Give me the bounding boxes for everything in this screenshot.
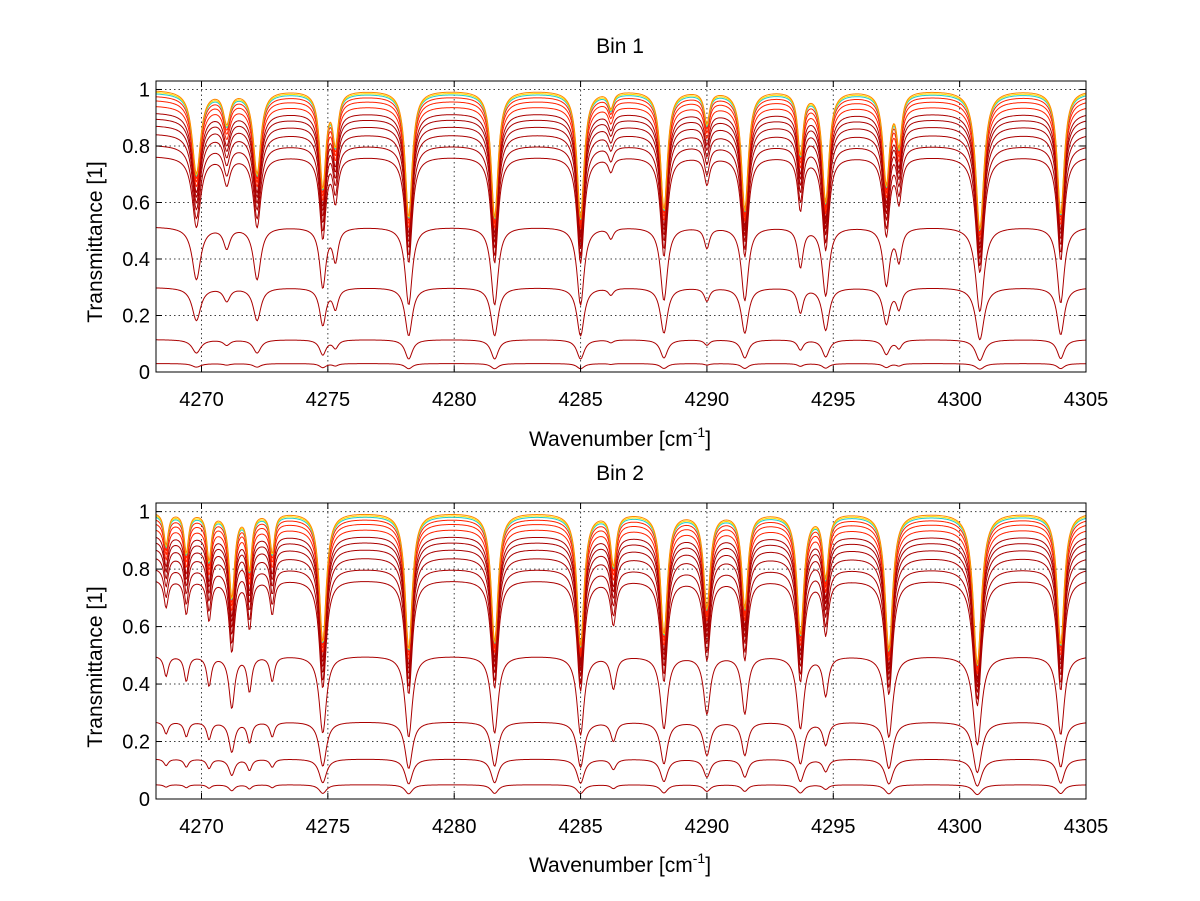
spectrum-series-line bbox=[155, 145, 1087, 266]
x-tick-labels: 4270 4275 4280 4285 4290 4295 4300 4305 bbox=[179, 389, 1108, 411]
spectrum-series-line bbox=[155, 558, 1087, 693]
x-tick-label: 4305 bbox=[1064, 816, 1109, 838]
spectrum-series-line bbox=[155, 515, 1087, 665]
spectrum-series-line bbox=[155, 519, 1087, 668]
spectrum-series-line bbox=[155, 758, 1087, 787]
x-tick-label: 4285 bbox=[558, 389, 603, 411]
x-tick-label: 4300 bbox=[937, 816, 982, 838]
spectrum-series-line bbox=[155, 227, 1087, 312]
x-tick-label: 4285 bbox=[558, 816, 603, 838]
series-layer bbox=[155, 513, 1087, 800]
chart-title: Bin 2 bbox=[596, 462, 644, 485]
y-tick-label: 0.8 bbox=[122, 559, 150, 581]
tick-marks bbox=[156, 503, 1087, 800]
spectrum-series-line bbox=[155, 339, 1087, 362]
spectrum-series-line bbox=[155, 125, 1087, 254]
x-tick-label: 4295 bbox=[811, 389, 856, 411]
y-axis-label: Transmittance [1] bbox=[84, 161, 107, 322]
x-tick-label: 4295 bbox=[811, 816, 856, 838]
x-tick-labels: 4270 4275 4280 4285 4290 4295 4300 4305 bbox=[179, 816, 1108, 838]
x-axis-label: Wavenumber [cm-1] bbox=[529, 424, 711, 451]
y-tick-label: 1 bbox=[139, 79, 150, 101]
spectrum-series-line bbox=[155, 93, 1087, 232]
spectrum-series-line bbox=[155, 516, 1087, 666]
x-tick-label: 4300 bbox=[937, 389, 982, 411]
spectrum-series-line bbox=[155, 523, 1087, 671]
y-tick-label: 0.4 bbox=[122, 249, 150, 271]
spectrum-series-line bbox=[155, 656, 1087, 746]
tick-marks bbox=[156, 81, 1087, 373]
spectrum-series-line bbox=[155, 513, 1087, 664]
spectrum-series-line bbox=[155, 287, 1087, 341]
grid-lines bbox=[156, 81, 1086, 372]
spectrum-series-line bbox=[155, 92, 1087, 231]
spectrum-series-line bbox=[155, 581, 1087, 707]
x-tick-label: 4290 bbox=[685, 389, 730, 411]
x-tick-label: 4275 bbox=[306, 816, 351, 838]
x-tick-label: 4270 bbox=[179, 389, 224, 411]
spectrum-series-line bbox=[155, 113, 1087, 245]
y-tick-label: 0.8 bbox=[122, 136, 150, 158]
chart-title: Bin 1 bbox=[596, 35, 644, 58]
spectrum-series-line bbox=[155, 156, 1087, 273]
x-axis-label: Wavenumber [cm-1] bbox=[529, 850, 711, 877]
axes-box bbox=[155, 502, 1087, 800]
y-tick-labels: 0 0.2 0.4 0.6 0.8 1 bbox=[122, 502, 150, 811]
chart-panel-bin-1: Bin 1 4270 4275 4280 4285 4290 4295 4300 4305 0… bbox=[84, 35, 1108, 451]
y-tick-label: 0.2 bbox=[122, 305, 150, 327]
spectrum-series-line bbox=[155, 134, 1087, 259]
spectrum-series-line bbox=[155, 569, 1087, 700]
spectrum-series-line bbox=[155, 722, 1087, 774]
y-axis-label: Transmittance [1] bbox=[84, 586, 107, 747]
y-tick-label: 0.4 bbox=[122, 674, 150, 696]
y-tick-label: 0 bbox=[139, 789, 150, 811]
spectrum-series-line bbox=[155, 549, 1087, 688]
y-tick-labels: 0 0.2 0.4 0.6 0.8 1 bbox=[122, 79, 150, 384]
chart-panel-bin-2: Bin 2 4270 4275 4280 4285 4290 4295 4300 4305 0… bbox=[84, 462, 1108, 877]
y-tick-label: 1 bbox=[139, 502, 150, 524]
spectrum-series-line bbox=[155, 100, 1087, 237]
spectrum-series-line bbox=[155, 96, 1087, 234]
spectrum-series-line bbox=[155, 106, 1087, 241]
x-tick-label: 4280 bbox=[432, 389, 477, 411]
grid-lines bbox=[156, 503, 1086, 799]
spectrum-series-line bbox=[155, 363, 1087, 370]
y-tick-label: 0.6 bbox=[122, 617, 150, 639]
x-tick-label: 4290 bbox=[685, 816, 730, 838]
y-tick-label: 0 bbox=[139, 362, 150, 384]
y-tick-label: 0.2 bbox=[122, 732, 150, 754]
x-tick-label: 4270 bbox=[179, 816, 224, 838]
axes-box bbox=[155, 80, 1087, 373]
spectrum-series-line bbox=[155, 90, 1087, 230]
x-tick-label: 4305 bbox=[1064, 389, 1109, 411]
spectrum-series-line bbox=[155, 536, 1087, 680]
spectrum-series-line bbox=[155, 784, 1087, 796]
y-tick-label: 0.6 bbox=[122, 192, 150, 214]
x-tick-label: 4280 bbox=[432, 816, 477, 838]
spectrum-series-line bbox=[155, 529, 1087, 675]
spectrum-series-line bbox=[155, 542, 1087, 683]
x-tick-label: 4275 bbox=[306, 389, 351, 411]
spectrum-series-line bbox=[155, 118, 1087, 249]
